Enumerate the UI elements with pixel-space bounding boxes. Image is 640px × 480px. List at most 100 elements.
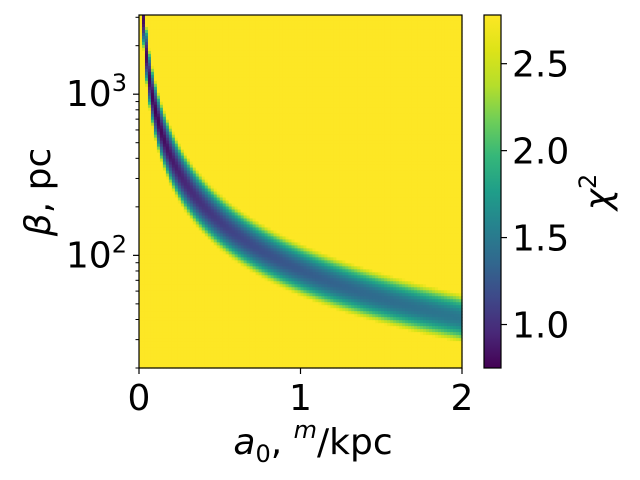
heatmap-cell: [234, 107, 239, 112]
heatmap-cell: [201, 92, 206, 97]
heatmap-cell: [186, 50, 191, 55]
heatmap-cell: [210, 92, 215, 97]
heatmap-cell: [228, 281, 233, 285]
heatmap-cell: [195, 47, 200, 52]
heatmap-cell: [147, 332, 152, 336]
heatmap-cell: [195, 266, 200, 270]
heatmap-cell: [177, 32, 182, 37]
heatmap-cell: [141, 146, 146, 151]
heatmap-cell: [162, 65, 167, 70]
heatmap-cell: [201, 278, 206, 282]
heatmap-cell: [171, 62, 176, 67]
heatmap-cell: [219, 185, 224, 190]
heatmap-cell: [186, 353, 191, 357]
heatmap-cell: [204, 107, 209, 112]
heatmap-cell: [144, 353, 149, 357]
heatmap-cell: [165, 224, 170, 228]
heatmap-cell: [213, 50, 218, 55]
heatmap-cell: [216, 38, 221, 43]
heatmap-cell: [171, 176, 176, 181]
heatmap-cell: [213, 131, 218, 136]
heatmap-cell: [183, 266, 188, 270]
heatmap-cell: [147, 26, 152, 31]
heatmap-cell: [144, 95, 149, 100]
heatmap-cell: [228, 365, 233, 369]
heatmap-cell: [195, 362, 200, 366]
heatmap-cell: [153, 53, 158, 58]
heatmap-cell: [216, 215, 221, 220]
heatmap-cell: [168, 290, 173, 294]
heatmap-cell: [234, 92, 239, 97]
heatmap-cell: [231, 284, 236, 288]
heatmap-cell: [180, 359, 185, 363]
heatmap-cell: [144, 101, 149, 106]
heatmap-cell: [159, 314, 164, 318]
heatmap-cell: [153, 203, 158, 208]
heatmap-cell: [192, 254, 197, 258]
heatmap-cell: [231, 167, 236, 172]
heatmap-cell: [186, 98, 191, 103]
heatmap-cell: [183, 167, 188, 172]
heatmap-cell: [141, 290, 146, 294]
heatmap-cell: [216, 86, 221, 91]
heatmap-cell: [216, 203, 221, 208]
heatmap-cell: [213, 293, 218, 297]
heatmap-cell: [165, 188, 170, 193]
heatmap-cell: [153, 341, 158, 345]
heatmap-cell: [183, 314, 188, 318]
heatmap-cell: [210, 365, 215, 369]
heatmap-cell: [207, 272, 212, 276]
heatmap-cell: [210, 239, 215, 243]
heatmap-cell: [204, 170, 209, 175]
heatmap-cell: [165, 362, 170, 366]
heatmap-cell: [150, 338, 155, 342]
heatmap-cell: [231, 344, 236, 348]
heatmap-cell: [174, 356, 179, 360]
heatmap-cell: [207, 164, 212, 169]
heatmap-cell: [147, 35, 152, 40]
heatmap-cell: [201, 251, 206, 255]
heatmap-cell: [201, 341, 206, 345]
heatmap-cell: [216, 110, 221, 115]
heatmap-cell: [195, 188, 200, 193]
heatmap-cell: [216, 359, 221, 363]
heatmap-cell: [159, 104, 164, 109]
heatmap-cell: [225, 236, 230, 240]
heatmap-cell: [139, 284, 143, 288]
heatmap-cell: [141, 125, 146, 130]
heatmap-cell: [186, 263, 191, 267]
heatmap-cell: [222, 287, 227, 291]
heatmap-cell: [141, 62, 146, 67]
heatmap-cell: [225, 119, 230, 124]
heatmap-cell: [168, 173, 173, 178]
heatmap-cell: [180, 182, 185, 187]
heatmap-cell: [144, 77, 149, 82]
heatmap-cell: [174, 341, 179, 345]
heatmap-cell: [141, 350, 146, 354]
heatmap-cell: [222, 194, 227, 199]
heatmap-cell: [225, 74, 230, 79]
heatmap-cell: [213, 44, 218, 49]
heatmap-cell: [186, 23, 191, 28]
heatmap-cell: [231, 329, 236, 333]
heatmap-cell: [165, 140, 170, 145]
heatmap-cell: [177, 56, 182, 61]
heatmap-cell: [139, 50, 143, 55]
heatmap-cell: [171, 293, 176, 297]
heatmap-cell: [159, 71, 164, 76]
heatmap-cell: [153, 32, 158, 37]
heatmap-cell: [234, 221, 239, 226]
heatmap-cell: [180, 260, 185, 264]
heatmap-cell: [144, 86, 149, 91]
heatmap-cell: [213, 161, 218, 166]
heatmap-cell: [156, 335, 161, 339]
heatmap-cell: [198, 239, 203, 243]
heatmap-cell: [150, 107, 155, 112]
heatmap-cell: [198, 15, 203, 19]
heatmap-cell: [147, 116, 152, 121]
heatmap-cell: [153, 362, 158, 366]
heatmap-cell: [150, 245, 155, 249]
heatmap-cell: [195, 71, 200, 76]
heatmap-cell: [168, 320, 173, 324]
heatmap-cell: [156, 299, 161, 303]
